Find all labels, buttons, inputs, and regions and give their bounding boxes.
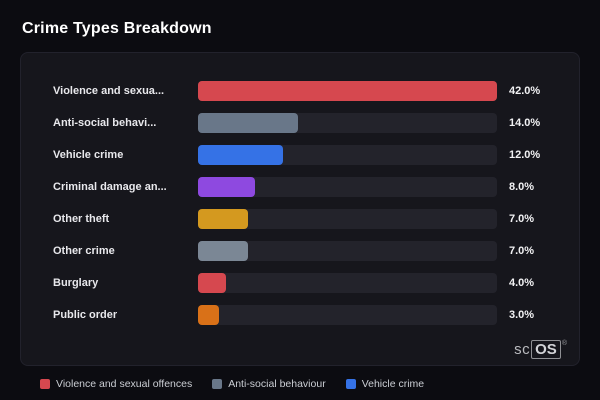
watermark-boxed: OS [531,340,561,359]
bar-value: 7.0% [509,213,535,225]
bar-label: Other crime [53,245,115,257]
legend-swatch-icon [345,379,356,389]
bar-track [198,209,497,229]
bar-track [198,145,497,165]
bar-label: Violence and sexua... [53,85,165,97]
bar-row: Other crime 7.0% [53,241,559,261]
legend-swatch-icon [212,379,223,389]
chart-legend: Violence and sexual offences Anti-social… [40,378,600,390]
bar-value: 12.0% [509,149,541,161]
registered-mark-icon: ® [561,340,567,347]
bar-track [198,273,497,293]
bar-label: Vehicle crime [53,149,124,161]
bar-track [198,81,497,101]
bar-track [198,305,497,325]
bar-label: Criminal damage an... [53,181,167,193]
bar-value: 3.0% [509,309,535,321]
bar-track [198,177,497,197]
chart-card: Violence and sexua... 42.0% Anti-social … [20,52,580,366]
bar-row: Other theft 7.0% [53,209,559,229]
bar-label: Anti-social behavi... [53,117,157,129]
bar-fill[interactable] [198,209,248,229]
legend-label: Vehicle crime [361,378,425,390]
legend-label: Anti-social behaviour [228,378,326,390]
bar-value: 42.0% [509,85,541,97]
bar-row: Burglary 4.0% [53,273,559,293]
scos-watermark: sc OS ® [514,340,567,359]
legend-item[interactable]: Violence and sexual offences [40,378,192,390]
bar-fill[interactable] [198,241,248,261]
page-title: Crime Types Breakdown [22,20,212,37]
bar-fill[interactable] [198,177,255,197]
bar-row: Anti-social behavi... 14.0% [53,113,559,133]
bar-fill[interactable] [198,113,298,133]
bar-value: 4.0% [509,277,535,289]
bar-track [198,241,497,261]
bar-label: Public order [53,309,118,321]
bar-value: 14.0% [509,117,541,129]
bar-fill[interactable] [198,81,497,101]
bar-label: Other theft [53,213,110,225]
bar-row: Criminal damage an... 8.0% [53,177,559,197]
bar-label: Burglary [53,277,99,289]
bar-chart: Violence and sexua... 42.0% Anti-social … [53,81,559,325]
legend-item[interactable]: Vehicle crime [345,378,425,390]
bar-fill[interactable] [198,145,284,165]
legend-item[interactable]: Anti-social behaviour [212,378,326,390]
legend-label: Violence and sexual offences [56,378,193,390]
bar-row: Violence and sexua... 42.0% [53,81,559,101]
bar-value: 8.0% [509,181,535,193]
bar-track [198,113,497,133]
bar-row: Public order 3.0% [53,305,559,325]
watermark-prefix: sc [514,341,531,358]
bar-value: 7.0% [509,245,535,257]
bar-fill[interactable] [198,273,227,293]
bar-fill[interactable] [198,305,220,325]
legend-swatch-icon [40,379,50,389]
bar-row: Vehicle crime 12.0% [53,145,559,165]
